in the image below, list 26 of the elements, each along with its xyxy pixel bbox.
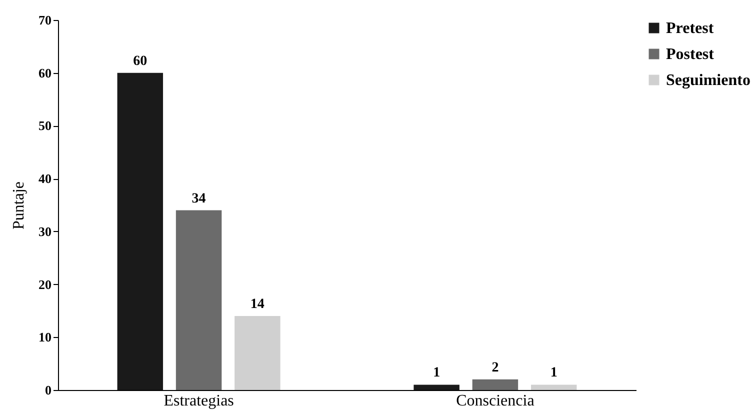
y-tick-label: 10	[38, 330, 52, 345]
y-tick-label: 20	[38, 276, 52, 292]
data-label: 1	[550, 366, 558, 381]
y-axis-title: Puntaje	[10, 182, 28, 230]
x-tick-label: Estrategias	[164, 392, 234, 410]
bar	[414, 384, 460, 390]
bar	[472, 379, 518, 390]
y-tick-label: 40	[38, 171, 52, 186]
bar	[117, 72, 164, 390]
y-tick-label: 50	[38, 118, 52, 134]
data-label: 34	[192, 191, 206, 206]
data-label: 14	[250, 297, 264, 312]
bar	[176, 210, 222, 390]
y-tick-label: 30	[38, 224, 52, 239]
data-label: 1	[433, 366, 440, 381]
legend-label: Pretest	[666, 20, 714, 37]
data-label: 60	[133, 54, 148, 69]
data-label: 2	[492, 360, 499, 376]
y-tick-label: 60	[38, 65, 52, 80]
y-tick-label: 0	[45, 382, 52, 398]
y-tick-label: 70	[38, 12, 52, 28]
bar	[234, 316, 280, 390]
legend-label: Seguimiento	[666, 72, 750, 89]
x-tick-label: Consciencia	[456, 392, 534, 410]
bar	[530, 384, 577, 390]
legend-label: Postest	[666, 46, 715, 63]
